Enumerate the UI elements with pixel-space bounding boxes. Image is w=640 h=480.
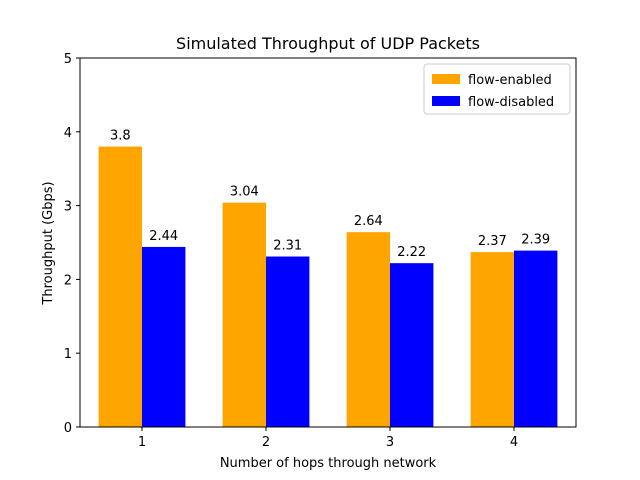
data-label-flow-disabled-4: 2.39	[521, 233, 550, 248]
legend: flow-enabled flow-disabled	[423, 63, 571, 115]
legend-label-flow-enabled: flow-enabled	[468, 73, 552, 88]
data-label-flow-enabled-3: 2.64	[354, 214, 383, 229]
y-tick-label-4: 4	[64, 126, 72, 141]
y-tick-label-5: 5	[64, 52, 72, 67]
bar-flow-enabled-2	[222, 202, 266, 427]
data-label-flow-enabled-1: 3.8	[110, 129, 131, 144]
x-tick-label-3: 3	[386, 435, 394, 450]
data-label-flow-enabled-4: 2.37	[478, 234, 507, 249]
data-label-flow-disabled-2: 2.31	[273, 239, 302, 254]
bar-flow-enabled-3	[346, 232, 390, 427]
x-tick-label-2: 2	[262, 435, 270, 450]
legend-swatch-flow-disabled	[432, 96, 460, 106]
bar-flow-enabled-1	[98, 146, 142, 427]
legend-label-flow-disabled: flow-disabled	[468, 95, 554, 110]
y-tick-label-0: 0	[64, 421, 72, 436]
bar-flow-disabled-4	[514, 250, 558, 427]
x-tick-label-4: 4	[510, 435, 518, 450]
legend-swatch-flow-enabled	[432, 74, 460, 84]
data-label-flow-enabled-2: 3.04	[230, 185, 259, 200]
data-label-flow-disabled-3: 2.22	[397, 245, 426, 260]
legend-box	[423, 63, 571, 115]
chart-title: Simulated Throughput of UDP Packets	[176, 34, 480, 53]
y-axis-label: Throughput (Gbps)	[41, 181, 56, 305]
bar-flow-disabled-2	[266, 256, 310, 427]
axes-frame	[79, 57, 577, 428]
bar-flow-disabled-3	[390, 263, 434, 427]
bar-flow-disabled-1	[142, 246, 186, 427]
x-axis-label: Number of hops through network	[220, 456, 437, 471]
y-tick-label-2: 2	[64, 273, 72, 288]
x-tick-label-1: 1	[138, 435, 146, 450]
y-tick-label-1: 1	[64, 347, 72, 362]
bar-flow-enabled-4	[470, 252, 514, 427]
data-label-flow-disabled-1: 2.44	[149, 229, 178, 244]
y-tick-label-3: 3	[64, 200, 72, 215]
plot-area: 3.8 3.04 2.64 2.37 2.44 2.31 2.22 2.39 1 2 3 4 0 1 2 3 4…	[64, 52, 577, 450]
